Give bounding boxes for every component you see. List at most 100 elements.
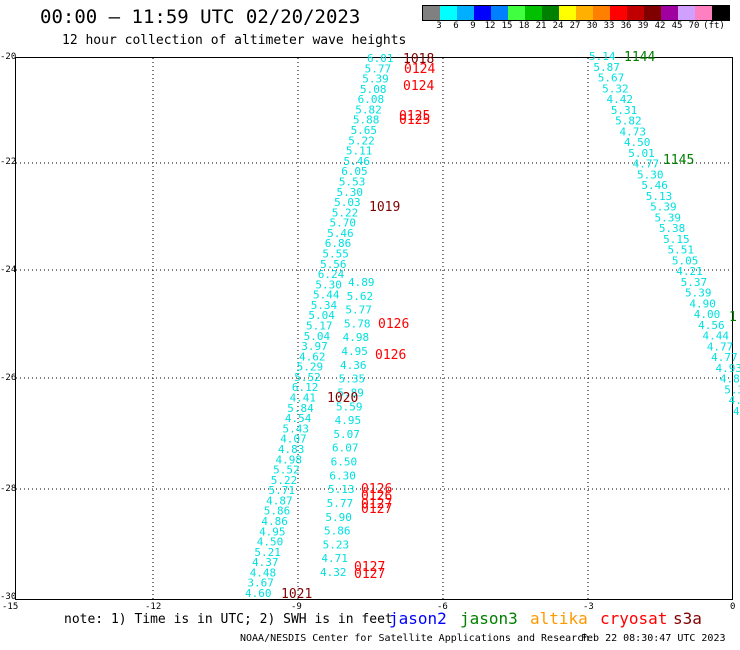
swh-value: 5.65 [351, 124, 378, 137]
swh-value: 5.87 [593, 61, 620, 74]
swh-value: 4.48 [250, 566, 277, 579]
color-scale-label: 39 [637, 21, 649, 31]
swh-value: 4.77 [711, 351, 738, 364]
swh-value: 5.30 [315, 278, 342, 291]
color-swatch [644, 6, 661, 20]
swh-value: 5.77 [345, 304, 372, 317]
pass-time-cryosat: 0126 [361, 489, 392, 504]
swh-value: 4.77 [707, 340, 734, 353]
swh-value: 6.24 [318, 268, 345, 281]
swh-value: 5.55 [322, 247, 349, 260]
lon-label: -15 [2, 602, 19, 612]
swh-value: 5.34 [311, 299, 338, 312]
color-scale-label: 45 [671, 21, 683, 31]
swh-value: 5.04 [308, 309, 335, 322]
legend-cryosat: cryosat [600, 609, 668, 628]
pass-time-cryosat: 0127 [361, 497, 392, 512]
color-swatch [457, 6, 474, 20]
color-swatch [491, 6, 508, 20]
lon-label: -9 [291, 602, 302, 612]
swh-value: 4.4 [733, 405, 740, 418]
footer-timestamp: Feb 22 08:30:47 UTC 2023 [581, 633, 726, 644]
swh-value: 4.42 [606, 93, 633, 106]
swh-value: 5.71 [268, 484, 295, 497]
color-scale-label: 18 [518, 21, 530, 31]
swh-value: 4.98 [343, 331, 370, 344]
pass-time-cryosat: 0125 [399, 113, 430, 128]
swh-value: 4.73 [620, 125, 647, 138]
swh-value: 5.35 [339, 373, 366, 386]
swh-value: 5.56 [320, 258, 347, 271]
swh-value: 6.05 [341, 165, 368, 178]
swh-value: 4.41 [290, 392, 317, 405]
swh-value: 5.53 [339, 175, 366, 188]
swh-value: 6.50 [331, 456, 358, 469]
color-swatch [542, 6, 559, 20]
swh-value: 5.3 [724, 383, 740, 396]
swh-value: 5.84 [287, 402, 314, 415]
swh-value: 6.08 [358, 93, 385, 106]
color-scale-label: 12 [484, 21, 496, 31]
swh-value: 5.01 [628, 147, 655, 160]
swh-value: 5.22 [332, 206, 359, 219]
swh-value: 5.11 [346, 145, 373, 158]
color-swatch [678, 6, 695, 20]
pass-time-s3a: 1019 [369, 200, 400, 215]
pass-time-cryosat: 0127 [361, 502, 392, 517]
legend-s3a: s3a [673, 609, 702, 628]
color-swatch [559, 6, 576, 20]
legend-altika: altika [530, 609, 588, 628]
pass-time-cryosat: 0127 [354, 567, 385, 582]
swh-value: 4.90 [689, 297, 716, 310]
color-swatch [695, 6, 712, 20]
pass-time-cryosat: 0124 [404, 62, 435, 77]
color-swatch [712, 6, 729, 20]
swh-value: 6.30 [329, 469, 356, 482]
lat-label: -22 [0, 157, 17, 167]
map-frame [15, 57, 733, 600]
swh-value: 5.46 [327, 227, 354, 240]
swh-value: 5.29 [297, 361, 324, 374]
swh-value: 5.15 [663, 233, 690, 246]
color-scale-label: 27 [569, 21, 581, 31]
swh-value: 5.17 [306, 320, 333, 333]
pass-time-cryosat: 0127 [354, 560, 385, 575]
swh-value: 5.51 [668, 244, 695, 257]
swh-value: 5.39 [685, 287, 712, 300]
pass-time-cryosat: 0125 [399, 109, 430, 124]
swh-value: 5.82 [615, 115, 642, 128]
lon-label: -3 [583, 602, 594, 612]
pass-time-jason3: 1144 [624, 50, 655, 65]
swh-value: 5.13 [646, 190, 673, 203]
swh-value: 4.50 [257, 536, 284, 549]
lon-label: 0 [730, 602, 736, 612]
color-scale-label: (ft) [703, 21, 725, 31]
color-swatch [627, 6, 644, 20]
swh-value: 5.77 [365, 62, 392, 75]
page-title: 00:00 – 11:59 UTC 02/20/2023 [40, 6, 361, 28]
color-swatch [610, 6, 627, 20]
swh-value: 5.88 [353, 114, 380, 127]
swh-value: 4.21 [676, 265, 703, 278]
pass-time-jason3: 1 [729, 310, 737, 325]
swh-value: 4.1 [729, 394, 740, 407]
swh-value: 4.86 [261, 515, 288, 528]
pass-time-s3a: 1021 [281, 587, 312, 602]
color-scale-label: 3 [436, 21, 442, 31]
swh-value: 5.43 [283, 422, 310, 435]
color-scale-label: 70 [688, 21, 700, 31]
swh-value: 5.38 [659, 222, 686, 235]
pass-time-cryosat: 0126 [375, 348, 406, 363]
swh-value: 5.90 [325, 511, 352, 524]
swh-value: 5.52 [294, 371, 321, 384]
swh-value: 3.97 [301, 340, 328, 353]
footer-credit: NOAA/NESDIS Center for Satellite Applica… [240, 633, 590, 644]
swh-value: 4.77 [633, 158, 660, 171]
pass-time-jason3: 1145 [663, 153, 694, 168]
swh-value: 4.56 [698, 319, 725, 332]
lat-label: -28 [0, 484, 17, 494]
swh-value: 4.62 [299, 350, 326, 363]
color-swatch [661, 6, 678, 20]
swh-value: 5.89 [337, 386, 364, 399]
swh-value: 5.14 [589, 50, 616, 63]
